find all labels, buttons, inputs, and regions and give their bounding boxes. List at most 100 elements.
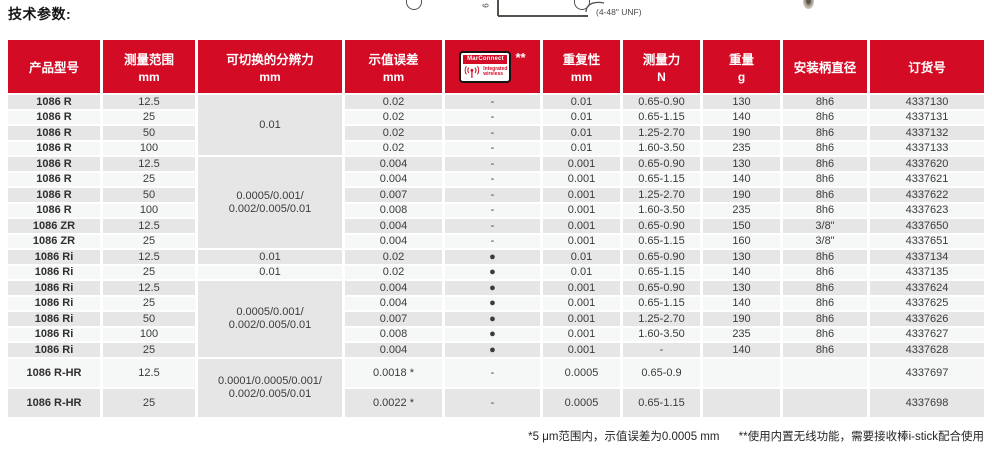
table-row: 1086 R-HR 12.5 0.0001/0.0005/0.001/ 0.002/… bbox=[8, 358, 984, 419]
table-cell: 1086 Ri bbox=[8, 312, 103, 328]
table-row: 1086 Ri 25 0.01 0.02 ● 0.01 0.65-1.15 140 8h6 433… bbox=[8, 265, 984, 281]
column-header-switchable-resolution: 可切换的分辨力 mm bbox=[198, 40, 345, 95]
table-cell bbox=[703, 388, 783, 419]
table-cell: 0.01 bbox=[543, 110, 623, 126]
table-cell: 1086 ZR bbox=[8, 234, 103, 250]
table-cell: 3/8" bbox=[783, 234, 870, 250]
table-cell: ● bbox=[445, 281, 543, 297]
table-cell: 0.008 bbox=[345, 203, 445, 219]
column-header-weight: 重量 g bbox=[703, 40, 783, 95]
table-cell: 160 bbox=[703, 234, 783, 250]
table-cell: 0.004 bbox=[345, 343, 445, 359]
column-header-order-number: 订货号 bbox=[870, 40, 984, 95]
table-row: 1086 ZR 25 0.004-0.001 0.65-1.15 160 3/8" 4337… bbox=[8, 234, 984, 250]
ball-contact-photo bbox=[803, 0, 814, 9]
table-cell: 0.0005/0.001/ 0.002/0.005/0.01 bbox=[198, 281, 345, 359]
table-cell: 0.01 bbox=[543, 141, 623, 157]
technical-parameters-table: 产品型号 测量范围 mm 可切换的分辨力 mm 示值误差 mm MarConnect Integ… bbox=[8, 40, 984, 419]
table-cell: 4337628 bbox=[870, 343, 984, 359]
table-cell: 0.001 bbox=[543, 281, 623, 297]
table-row: 1086 Ri 50 0.007 ● 0.001 1.25-2.70 190 8h6 43376… bbox=[8, 312, 984, 328]
table-cell: 4337620 bbox=[870, 157, 984, 173]
table-cell: 0.001 bbox=[543, 188, 623, 204]
table-row: 1086 R 12.5 0.01 0.02-0.01 0.65-0.90 130 8h6 43… bbox=[8, 95, 984, 157]
table-cell: 4337627 bbox=[870, 327, 984, 343]
double-asterisk-marker: ** bbox=[515, 49, 526, 65]
table-cell: 100 bbox=[103, 203, 198, 219]
table-cell: - bbox=[445, 126, 543, 142]
table-cell: 100 bbox=[103, 327, 198, 343]
table-cell: 0.02 bbox=[345, 126, 445, 142]
table-cell: 140 bbox=[703, 343, 783, 359]
table-cell: 130 bbox=[703, 157, 783, 173]
table-row: 1086 R 25 0.004-0.001 0.65-1.15 140 8h6 433762… bbox=[8, 172, 984, 188]
table-cell: 50 bbox=[103, 126, 198, 142]
table-cell: 1086 R-HR bbox=[8, 358, 103, 389]
table-cell: 0.004 bbox=[345, 157, 445, 173]
table-cell: 0.0005 bbox=[543, 358, 623, 389]
table-cell: - bbox=[445, 157, 543, 173]
table-cell: 140 bbox=[703, 296, 783, 312]
table-cell: 4337132 bbox=[870, 126, 984, 142]
table-cell: 0.001 bbox=[543, 343, 623, 359]
table-cell: 8h6 bbox=[783, 203, 870, 219]
table-cell: 130 bbox=[703, 281, 783, 297]
table-row: 1086 ZR 12.5 0.004-0.001 0.65-0.90 150 3/8" 43… bbox=[8, 219, 984, 235]
table-cell: 1086 R bbox=[8, 203, 103, 219]
table-cell: ● bbox=[445, 296, 543, 312]
table-cell: ● bbox=[445, 312, 543, 328]
table-cell: 25 bbox=[103, 172, 198, 188]
table-cell: 4337625 bbox=[870, 296, 984, 312]
table-cell: 0.01 bbox=[543, 265, 623, 281]
table-cell: 0.001 bbox=[543, 327, 623, 343]
table-cell: 8h6 bbox=[783, 188, 870, 204]
table-cell: 25 bbox=[103, 343, 198, 359]
table-cell: 190 bbox=[703, 312, 783, 328]
table-cell: 1086 R bbox=[8, 157, 103, 173]
table-cell: 150 bbox=[703, 219, 783, 235]
dimension-label: 6 bbox=[481, 3, 491, 8]
table-cell: 0.01 bbox=[198, 250, 345, 266]
column-header-product-model: 产品型号 bbox=[8, 40, 103, 95]
table-cell: 0.001 bbox=[543, 219, 623, 235]
table-cell: 0.001 bbox=[543, 312, 623, 328]
table-cell: 4337697 bbox=[870, 358, 984, 389]
table-cell: 0.65-1.15 bbox=[623, 172, 703, 188]
table-cell: 235 bbox=[703, 203, 783, 219]
table-cell: 0.65-0.90 bbox=[623, 219, 703, 235]
table-cell: 1086 Ri bbox=[8, 250, 103, 266]
table-cell: ● bbox=[445, 265, 543, 281]
table-row: 1086 R 50 0.007-0.001 1.25-2.70 190 8h6 433762… bbox=[8, 188, 984, 204]
table-cell: 140 bbox=[703, 265, 783, 281]
table-cell: 0.65-1.15 bbox=[623, 234, 703, 250]
table-cell: 4337135 bbox=[870, 265, 984, 281]
column-header-marconnect: MarConnect Integrated wireless ** bbox=[445, 40, 543, 95]
table-cell: 4337131 bbox=[870, 110, 984, 126]
table-cell: 0.02 bbox=[345, 95, 445, 111]
table-cell: 8h6 bbox=[783, 281, 870, 297]
table-cell: 1086 ZR bbox=[8, 219, 103, 235]
table-cell bbox=[703, 358, 783, 389]
table-cell: 0.01 bbox=[543, 126, 623, 142]
table-cell: 0.02 bbox=[345, 250, 445, 266]
table-cell: 0.65-1.15 bbox=[623, 388, 703, 419]
table-cell: 4337651 bbox=[870, 234, 984, 250]
spec-table-head: 产品型号 测量范围 mm 可切换的分辨力 mm 示值误差 mm MarConnect Integ… bbox=[8, 40, 984, 95]
table-cell: 12.5 bbox=[103, 219, 198, 235]
table-cell: 140 bbox=[703, 172, 783, 188]
table-cell: 0.0022 * bbox=[345, 388, 445, 419]
table-cell: - bbox=[445, 141, 543, 157]
table-cell: 140 bbox=[703, 110, 783, 126]
table-cell: ● bbox=[445, 327, 543, 343]
column-header-indication-error: 示值误差 mm bbox=[345, 40, 445, 95]
table-cell: 0.02 bbox=[345, 141, 445, 157]
marconnect-badge-icon: MarConnect Integrated wireless bbox=[459, 50, 512, 83]
table-cell: 8h6 bbox=[783, 327, 870, 343]
table-cell bbox=[783, 388, 870, 419]
header-row: 产品型号 测量范围 mm 可切换的分辨力 mm 示值误差 mm MarConnect Integ… bbox=[8, 40, 984, 95]
table-cell: 4337624 bbox=[870, 281, 984, 297]
table-cell: 0.001 bbox=[543, 203, 623, 219]
table-cell: 25 bbox=[103, 265, 198, 281]
probe-tip-drawing bbox=[406, 0, 422, 10]
table-cell: 1086 Ri bbox=[8, 296, 103, 312]
